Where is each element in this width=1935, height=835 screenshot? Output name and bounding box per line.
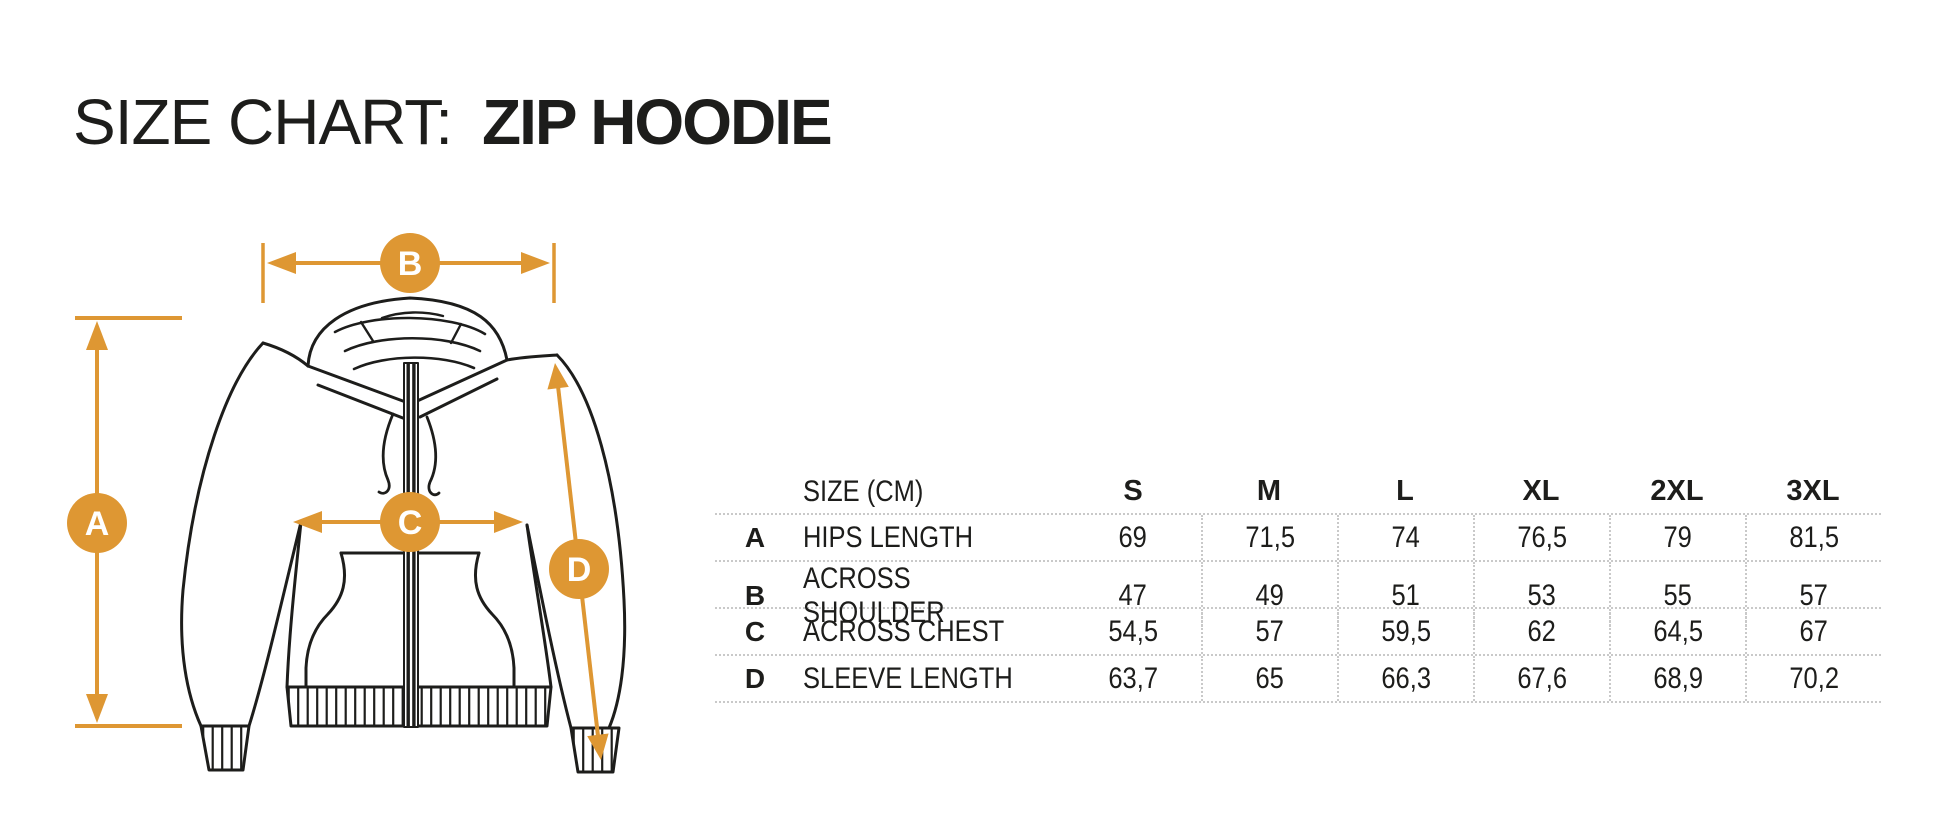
badge-d: D: [549, 539, 609, 599]
size-value: 63,7: [1108, 661, 1158, 695]
size-value: 74: [1337, 515, 1473, 560]
table-row-hips-length: A HIPS LENGTH 69 71,5 74 76,5 79 81,5: [715, 513, 1881, 560]
size-column-header-l: L: [1396, 475, 1414, 507]
badge-a-letter: A: [85, 505, 110, 543]
badge-c: C: [380, 492, 440, 552]
size-column-header-2xl: 2XL: [1650, 475, 1704, 507]
size-value: 66,3: [1337, 656, 1473, 701]
table-row-across-shoulder: B ACROSS SHOULDER 47 49 51 53 55 57: [715, 560, 1881, 630]
size-value: 81,5: [1745, 515, 1881, 560]
header-size-cm: SIZE (CM): [803, 474, 924, 508]
size-value: 64,5: [1609, 609, 1745, 654]
row-label: ACROSS CHEST: [803, 614, 1005, 648]
size-value: 53: [1473, 562, 1609, 630]
size-value: 65: [1201, 656, 1337, 701]
size-value: 76,5: [1473, 515, 1609, 560]
size-column-header-xl: XL: [1522, 475, 1560, 507]
table-header-row: SIZE (CM) S M L XL 2XL 3XL: [715, 470, 1881, 513]
size-value: 67: [1745, 609, 1881, 654]
size-value: 79: [1609, 515, 1745, 560]
badge-b: B: [380, 233, 440, 293]
row-letter: C: [744, 615, 766, 647]
table-row-across-chest: C ACROSS CHEST 54,5 57 59,5 62 64,5 67: [715, 607, 1881, 654]
size-value: 47: [1118, 579, 1148, 612]
hoodie-size-diagram: A B C D: [67, 233, 627, 774]
size-value: 57: [1745, 562, 1881, 630]
size-value: 57: [1201, 609, 1337, 654]
row-letter: A: [744, 521, 766, 553]
size-value: 71,5: [1201, 515, 1337, 560]
badge-b-letter: B: [398, 245, 423, 283]
size-column-header-3xl: 3XL: [1786, 475, 1840, 507]
size-column-header-m: M: [1256, 475, 1282, 507]
page-title: SIZE CHART: ZIP HOODIE: [73, 86, 833, 158]
row-letter: B: [744, 580, 766, 611]
size-value: 59,5: [1337, 609, 1473, 654]
title-product: ZIP HOODIE: [482, 86, 833, 158]
badge-d-letter: D: [567, 551, 592, 589]
size-value: 69: [1118, 520, 1148, 554]
row-label: HIPS LENGTH: [803, 520, 974, 554]
badge-a: A: [67, 493, 127, 553]
size-value: 49: [1201, 562, 1337, 630]
size-column-header-s: S: [1123, 475, 1143, 507]
size-value: 67,6: [1473, 656, 1609, 701]
title-prefix: SIZE CHART:: [73, 86, 453, 158]
size-value: 51: [1337, 562, 1473, 630]
table-row-sleeve-length: D SLEEVE LENGTH 63,7 65 66,3 67,6 68,9 7…: [715, 654, 1881, 701]
size-value: 70,2: [1745, 656, 1881, 701]
size-value: 55: [1609, 562, 1745, 630]
row-label: ACROSS SHOULDER: [803, 562, 945, 629]
badge-c-letter: C: [398, 504, 423, 542]
size-value: 68,9: [1609, 656, 1745, 701]
size-table: SIZE (CM) S M L XL 2XL 3XL A HIPS LENGTH…: [715, 470, 1881, 703]
size-value: 62: [1473, 609, 1609, 654]
row-letter: D: [744, 662, 766, 694]
row-label: SLEEVE LENGTH: [803, 661, 1013, 695]
size-value: 54,5: [1108, 614, 1158, 648]
header-letter-spacer: [715, 470, 795, 513]
